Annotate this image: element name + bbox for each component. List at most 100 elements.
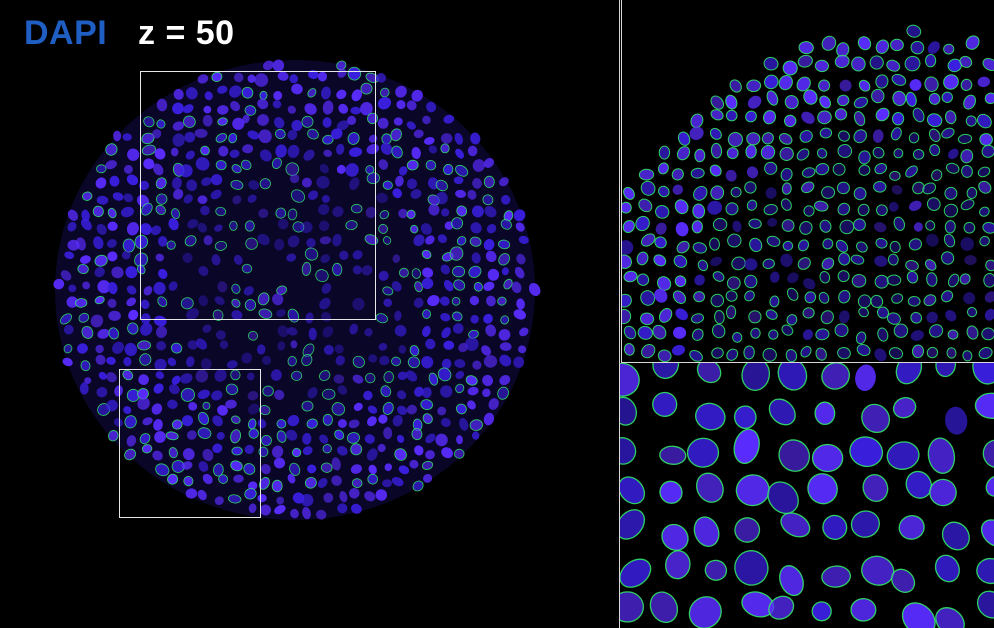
nucleus [801, 111, 815, 124]
nucleus [378, 159, 389, 170]
nucleus [379, 355, 390, 366]
nucleus [394, 310, 402, 321]
nucleus [797, 239, 810, 252]
nucleus [231, 283, 241, 294]
nucleus [262, 355, 272, 365]
nucleus [95, 177, 107, 189]
nucleus [454, 359, 466, 368]
nucleus [891, 112, 905, 126]
nucleus [422, 387, 432, 399]
nucleus [729, 79, 742, 93]
nucleus [272, 59, 285, 72]
nucleus [182, 448, 195, 461]
nucleus [710, 256, 723, 267]
nucleus [60, 270, 72, 281]
nucleus [922, 182, 937, 195]
nucleus [376, 72, 387, 83]
nucleus [811, 443, 844, 473]
nucleus [274, 238, 285, 251]
nucleus [138, 180, 150, 191]
nucleus [394, 448, 407, 461]
nucleus [287, 414, 300, 427]
nucleus [623, 343, 635, 356]
nucleus [240, 159, 252, 171]
nucleus [348, 419, 360, 429]
nucleus [76, 237, 86, 251]
nucleus [945, 310, 957, 322]
nucleus [654, 288, 668, 303]
nucleus [872, 146, 885, 159]
nucleus [799, 130, 813, 143]
nucleus [319, 434, 329, 444]
nucleus [819, 95, 832, 109]
nucleus [710, 293, 725, 308]
nucleus [228, 132, 238, 144]
nucleus [154, 358, 167, 371]
nucleus [623, 270, 638, 283]
nucleus [217, 281, 228, 293]
nucleus [654, 236, 667, 249]
nucleus [304, 477, 317, 489]
nucleus [485, 324, 497, 337]
nucleus [231, 310, 243, 320]
nucleus [696, 363, 722, 384]
nucleus [425, 433, 436, 444]
nucleus [271, 157, 282, 169]
nucleus [780, 167, 793, 182]
nucleus [898, 514, 925, 540]
nucleus [483, 239, 495, 251]
nucleus [319, 297, 331, 310]
nucleus [876, 204, 888, 217]
nucleus [658, 185, 670, 198]
nucleus [331, 402, 345, 416]
nucleus [184, 235, 197, 247]
nucleus [272, 293, 284, 306]
nucleus [709, 237, 720, 251]
nucleus [233, 474, 244, 483]
nucleus [689, 349, 703, 362]
nucleus [322, 326, 334, 338]
nucleus [513, 309, 526, 320]
nucleus [905, 91, 917, 107]
nucleus [834, 323, 849, 338]
nucleus [345, 163, 359, 177]
nucleus [308, 327, 317, 341]
nucleus [335, 355, 345, 366]
nucleus [422, 413, 433, 424]
nucleus [219, 340, 229, 349]
nucleus [763, 204, 778, 216]
nucleus [818, 291, 830, 304]
nucleus [455, 148, 465, 159]
nucleus [725, 202, 739, 216]
nucleus [287, 235, 300, 248]
nucleus [123, 193, 134, 203]
nucleus [302, 506, 311, 520]
nucleus [122, 133, 132, 141]
nucleus [336, 120, 350, 131]
nucleus [339, 250, 349, 260]
nucleus [459, 418, 469, 431]
nucleus [323, 149, 333, 157]
nucleus [472, 360, 482, 370]
nucleus [888, 201, 899, 212]
nucleus [68, 284, 77, 293]
nucleus [218, 145, 229, 157]
nucleus [319, 163, 329, 174]
nucleus [378, 414, 388, 424]
nucleus [965, 115, 977, 127]
nucleus [437, 234, 448, 244]
nucleus [783, 114, 797, 128]
nucleus [406, 159, 419, 171]
nucleus [350, 443, 363, 456]
nucleus [272, 100, 282, 109]
nucleus [977, 76, 990, 88]
nucleus [528, 283, 541, 296]
nucleus [186, 308, 199, 320]
nucleus [398, 345, 407, 354]
nucleus [197, 195, 208, 205]
nucleus [782, 240, 794, 252]
nucleus [332, 233, 342, 247]
nucleus [891, 293, 904, 304]
nucleus [640, 233, 656, 247]
nucleus [230, 179, 244, 190]
